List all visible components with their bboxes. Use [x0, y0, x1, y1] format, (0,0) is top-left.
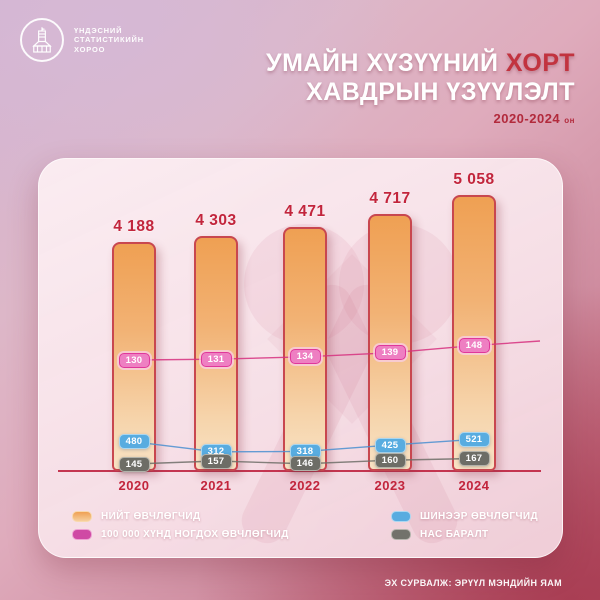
period-years: 2020-2024 — [493, 111, 561, 126]
chart-legend: НИЙТ ӨВЧЛӨГЧИД 100 000 ХҮНД НОГДОХ ӨВЧЛӨ… — [72, 511, 538, 540]
legend-item-per100k: 100 000 ХҮНД НОГДОХ ӨВЧЛӨГЧИД — [72, 529, 289, 540]
nso-logo-line1: ҮНДЭСНИЙ — [74, 25, 123, 35]
heart-watermark-body — [267, 254, 437, 424]
legend-label: НИЙТ ӨВЧЛӨГЧИД — [101, 511, 201, 522]
title-line1: УМАЙН ХҮЗҮҮНИЙ ХОРТ — [266, 49, 575, 78]
heart-watermark-left — [244, 224, 364, 344]
legend-label: ШИНЭЭР ӨВЧЛӨГЧИД — [420, 511, 538, 522]
title-highlight: ХОРТ — [505, 49, 575, 77]
legend-label: НАС БАРАЛТ — [420, 529, 489, 540]
nso-building-icon — [20, 18, 64, 62]
heart-watermark-right — [339, 224, 459, 344]
awareness-ribbon-watermark — [234, 278, 400, 550]
deaths-swatch-icon — [391, 529, 412, 540]
title-part1: УМАЙН ХҮЗҮҮНИЙ — [266, 49, 506, 77]
infographic-title: УМАЙН ХҮЗҮҮНИЙ ХОРТ ХАВДРЫН ҮЗҮҮЛЭЛТ 202… — [266, 49, 575, 126]
title-period: 2020-2024 он — [266, 111, 575, 126]
nso-logo-line3: ХОРОО — [74, 44, 106, 54]
chart-panel — [38, 158, 563, 558]
total-swatch-icon — [72, 511, 92, 522]
source-note: ЭХ СУРВАЛЖ: ЭРҮҮЛ МЭНДИЙН ЯАМ — [384, 578, 562, 588]
awareness-ribbon-watermark — [299, 278, 465, 550]
new-cases-swatch-icon — [391, 511, 412, 522]
title-line2: ХАВДРЫН ҮЗҮҮЛЭЛТ — [306, 78, 575, 106]
nso-logo: ҮНДЭСНИЙ СТАТИСТИКИЙН ХОРОО — [20, 18, 144, 62]
period-suffix: он — [564, 116, 575, 125]
legend-item-total: НИЙТ ӨВЧЛӨГЧИД — [72, 511, 289, 522]
nso-logo-text: ҮНДЭСНИЙ СТАТИСТИКИЙН ХОРОО — [74, 26, 144, 55]
legend-item-new-cases: ШИНЭЭР ӨВЧЛӨГЧИД — [391, 511, 538, 522]
legend-label: 100 000 ХҮНД НОГДОХ ӨВЧЛӨГЧИД — [101, 529, 289, 540]
legend-item-deaths: НАС БАРАЛТ — [391, 529, 538, 540]
per100k-swatch-icon — [72, 529, 92, 540]
nso-logo-line2: СТАТИСТИКИЙН — [74, 35, 144, 45]
